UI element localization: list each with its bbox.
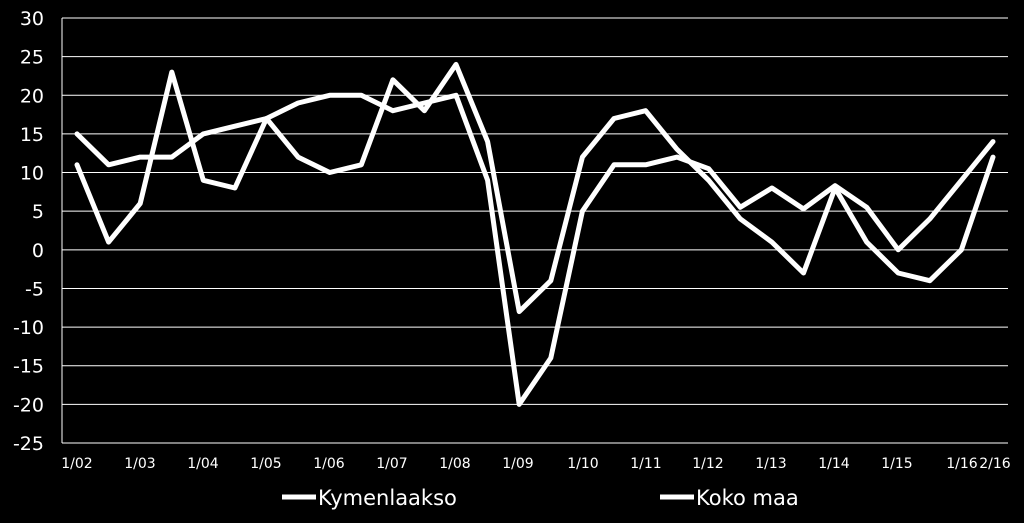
y-tick-label: 5 — [32, 201, 44, 223]
x-tick-label: 1/11 — [630, 456, 661, 472]
x-tick-label: 1/06 — [313, 456, 345, 472]
x-tick-label: 1/02 — [61, 456, 92, 472]
legend-label-koko-maa: Koko maa — [696, 486, 799, 510]
series-lines — [74, 61, 996, 407]
x-tick-label: 1/05 — [250, 456, 281, 472]
y-tick-label: 25 — [20, 47, 44, 69]
x-axis-ticks: 1/02 1/03 1/04 1/05 1/06 1/07 1/08 1/09 1/10 1/11… — [61, 456, 1011, 472]
x-tick-label: 1/04 — [187, 456, 219, 472]
x-tick-label: 1/14 — [818, 456, 850, 472]
x-tick-label: 1/07 — [376, 456, 407, 472]
x-tick-label: 1/13 — [755, 456, 786, 472]
x-tick-label: 1/16 — [946, 456, 978, 472]
y-tick-label: 30 — [20, 8, 44, 30]
x-tick-label: 1/10 — [567, 456, 598, 472]
y-tick-label: 0 — [32, 240, 44, 262]
legend: Kymenlaakso Koko maa — [282, 486, 799, 510]
y-tick-label: -20 — [13, 394, 44, 416]
series-line-koko-maa — [74, 92, 996, 407]
y-tick-label: -10 — [13, 317, 44, 339]
y-tick-label: 20 — [20, 85, 44, 107]
y-tick-label: 10 — [20, 163, 44, 185]
y-tick-label: -25 — [13, 433, 44, 455]
y-tick-label: -5 — [25, 278, 44, 300]
y-tick-label: 15 — [20, 124, 44, 146]
x-tick-label: 1/15 — [881, 456, 912, 472]
series-line-kymenlaakso — [74, 61, 996, 315]
legend-label-kymenlaakso: Kymenlaakso — [318, 486, 457, 510]
y-tick-label: -15 — [13, 356, 44, 378]
x-tick-label: 1/12 — [692, 456, 723, 472]
x-tick-label: 2/16 — [979, 456, 1011, 472]
x-tick-label: 1/03 — [124, 456, 155, 472]
x-tick-label: 1/09 — [502, 456, 533, 472]
x-tick-label: 1/08 — [439, 456, 470, 472]
y-axis-ticks: 30 25 20 15 10 5 0 -5 -10 -15 -20 -25 — [13, 8, 44, 455]
grid-lines — [61, 17, 1008, 444]
